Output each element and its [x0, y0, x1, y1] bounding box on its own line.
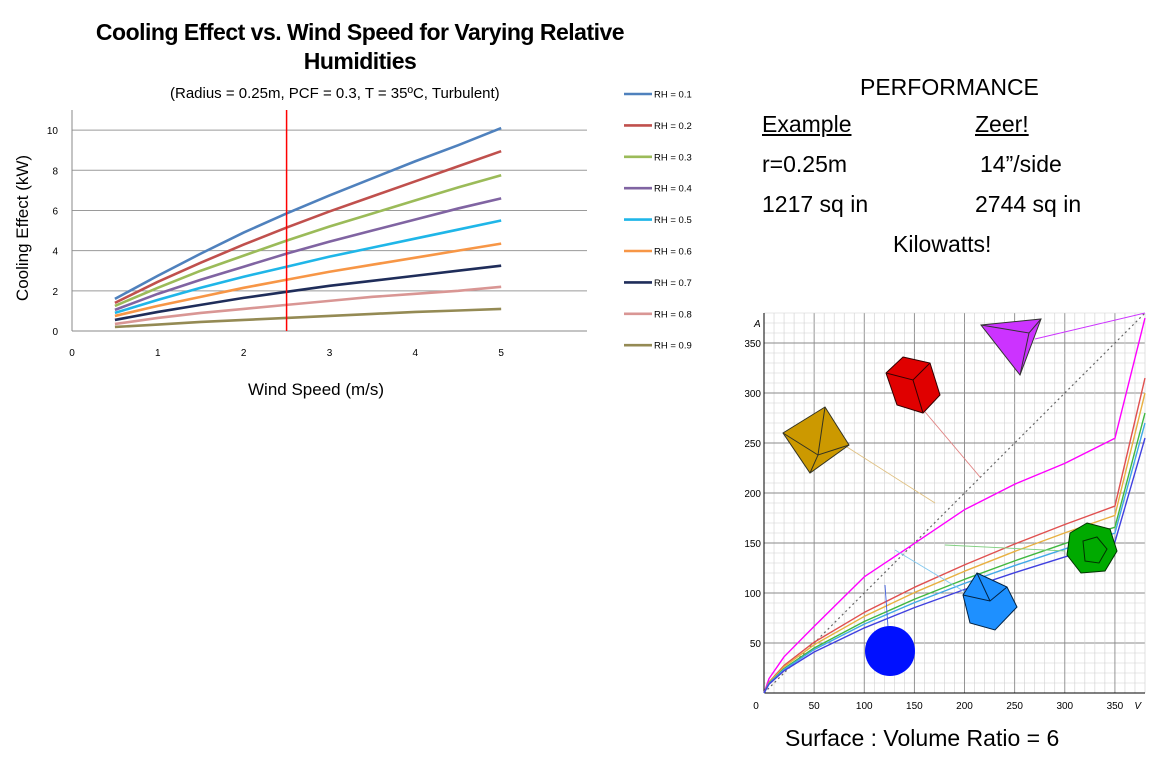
chart1-series-line — [114, 149, 502, 305]
performance-note: Kilowatts! — [893, 231, 992, 257]
chart1-series-line — [114, 219, 502, 315]
performance-example-header: Example — [762, 111, 852, 137]
chart2-leader-line — [846, 446, 936, 504]
chart2-leader-line — [1034, 312, 1146, 340]
chart2-x-tick-label: 350 — [1107, 701, 1124, 712]
chart2-y-tick-label: 200 — [745, 489, 761, 500]
tetrahedron-face — [980, 318, 1042, 377]
chart1-subtitle: (Radius = 0.25m, PCF = 0.3, T = 35ºC, Tu… — [170, 85, 500, 102]
icosahedron-icon — [962, 572, 1018, 631]
tetrahedron-edge — [1019, 332, 1030, 376]
chart1-y-tick-label: 4 — [52, 247, 58, 258]
performance-example-size: r=0.25m — [762, 151, 848, 177]
chart2-x-tick-label: 300 — [1056, 701, 1073, 712]
chart1-series-line — [114, 264, 502, 322]
chart2-series-line — [763, 317, 1146, 694]
chart2-x-axis-label: V — [1134, 701, 1142, 712]
chart1-x-tick-label: 1 — [155, 348, 161, 359]
chart1-legend-label: RH = 0.2 — [654, 121, 692, 132]
chart1-series-line — [114, 197, 502, 312]
chart1-legend-label: RH = 0.7 — [654, 278, 692, 289]
chart2-x-tick-label: 200 — [956, 701, 973, 712]
chart1-x-tick-label: 0 — [69, 348, 75, 359]
chart1-series-line — [114, 285, 502, 326]
chart1-legend-label: RH = 0.4 — [654, 184, 692, 195]
chart1-y-tick-label: 10 — [47, 126, 59, 137]
cube-edge — [912, 379, 924, 414]
chart2-y-tick-label: 300 — [745, 389, 761, 400]
cube-icon — [885, 356, 941, 414]
cooling-chart: 0 2 4 6 8 10 0 1 2 3 4 5 RH = 0.1 RH = 0.2 RH = 0.3 RH … — [47, 90, 692, 360]
chart2-x-tick-label: 100 — [856, 701, 873, 712]
chart2-y-tick-label: 100 — [745, 589, 761, 600]
icosahedron-edge — [976, 572, 991, 602]
tetrahedron-icon — [980, 318, 1042, 377]
chart2-y-tick-label: 250 — [745, 439, 761, 450]
surface-volume-chart: 0 50 100 150 200 250 300 350 50 100 150 200 250 300 35… — [745, 312, 1146, 712]
sphere-icon — [865, 626, 915, 676]
performance-zeer-header: Zeer! — [975, 111, 1029, 137]
chart1-series-line — [114, 174, 502, 308]
chart2-y-tick-label: 50 — [750, 639, 762, 650]
chart1-legend-label: RH = 0.9 — [654, 341, 692, 352]
chart2-leader-line — [944, 544, 1066, 552]
chart1-x-tick-label: 3 — [327, 348, 333, 359]
chart2-y-axis-label: A — [753, 319, 761, 330]
sphere-body — [865, 626, 915, 676]
chart1-y-tick-label: 6 — [52, 206, 58, 217]
chart1-x-tick-label: 2 — [241, 348, 247, 359]
chart1-y-tick-label: 8 — [52, 166, 58, 177]
chart1-y-axis-label: Cooling Effect (kW) — [13, 154, 32, 302]
chart1-legend-label: RH = 0.5 — [654, 215, 692, 226]
performance-zeer-size: 14”/side — [980, 151, 1062, 177]
octahedron-icon — [782, 406, 850, 474]
octahedron-edge — [809, 406, 826, 474]
chart1-series-line — [114, 307, 502, 329]
chart1-x-tick-label: 5 — [498, 348, 504, 359]
chart1-legend-label: RH = 0.8 — [654, 309, 692, 320]
chart2-x-tick-label: 50 — [809, 701, 821, 712]
chart2-caption: Surface : Volume Ratio = 6 — [785, 725, 1060, 751]
performance-example-area: 1217 sq in — [762, 191, 869, 217]
chart1-legend-label: RH = 0.6 — [654, 247, 692, 258]
dodecahedron-edge — [1082, 536, 1108, 564]
chart2-series-line — [763, 377, 1146, 694]
chart2-y-tick-label: 350 — [745, 339, 761, 350]
chart2-x-tick-label: 150 — [906, 701, 923, 712]
performance-title: PERFORMANCE — [860, 74, 1039, 100]
chart2-y-tick-label: 150 — [745, 539, 761, 550]
chart1-title: Cooling Effect vs. Wind Speed for Varyin… — [95, 19, 625, 74]
chart1-series-line — [114, 242, 502, 318]
chart2-x-tick-label: 0 — [753, 701, 759, 712]
chart2-leader-line — [894, 549, 971, 596]
chart2-leader-line — [914, 399, 981, 478]
chart1-y-tick-label: 0 — [52, 327, 58, 338]
chart1-x-tick-label: 4 — [413, 348, 419, 359]
chart1-x-axis-label: Wind Speed (m/s) — [248, 380, 385, 399]
chart1-series-line — [114, 126, 502, 300]
chart1-legend-label: RH = 0.1 — [654, 90, 692, 101]
chart1-legend-label: RH = 0.3 — [654, 152, 692, 163]
performance-zeer-area: 2744 sq in — [975, 191, 1082, 217]
dodecahedron-icon — [1066, 522, 1118, 574]
dodecahedron-face — [1066, 522, 1118, 574]
chart2-x-tick-label: 250 — [1006, 701, 1023, 712]
chart2-leader-line — [884, 584, 889, 628]
chart1-y-tick-label: 2 — [52, 287, 58, 298]
